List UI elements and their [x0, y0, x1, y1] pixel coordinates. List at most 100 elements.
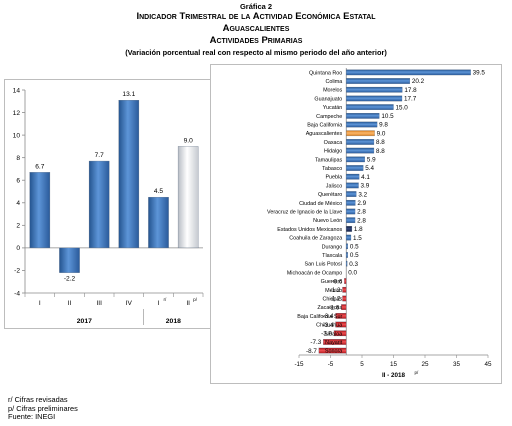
state-label: Durango — [322, 244, 343, 250]
bar-27 — [342, 295, 347, 302]
bar-2 — [59, 247, 80, 273]
x-tick-superscript: p/ — [193, 297, 198, 302]
x-tick-label: 25 — [421, 361, 429, 368]
data-label: 8.8 — [376, 148, 385, 155]
data-label: 20.2 — [412, 78, 425, 85]
state-label: Sinaloa — [324, 331, 342, 337]
x-tick-superscript: r/ — [164, 297, 168, 302]
y-tick-label: 10 — [13, 132, 21, 139]
data-label: 7.7 — [95, 152, 104, 159]
year-group-label: 2017 — [77, 318, 92, 325]
data-label: -3.4 — [323, 313, 334, 320]
state-label: Nayarit — [325, 340, 343, 346]
x-tick-label: 15 — [390, 361, 398, 368]
bar-3 — [346, 86, 403, 93]
state-label: Jalisco — [326, 183, 342, 189]
state-label: Tabasco — [322, 166, 342, 172]
data-label: -0.6 — [332, 278, 343, 285]
state-label: Michoacán de Ocampo — [287, 270, 342, 276]
bar-13 — [346, 173, 360, 180]
state-label: Querétaro — [318, 192, 342, 198]
data-label: 1.8 — [354, 226, 363, 233]
bar-10 — [346, 147, 375, 154]
state-label: Estados Unidos Mexicanos — [277, 227, 342, 233]
data-label: 8.8 — [376, 139, 385, 146]
footnote-preliminary: p/ Cifras preliminares — [8, 403, 78, 413]
state-label: Morelos — [323, 88, 342, 94]
y-tick-label: 0 — [16, 245, 20, 252]
data-label: 1.5 — [353, 235, 362, 242]
y-tick-label: -4 — [14, 290, 20, 297]
state-label: Sonora — [325, 349, 342, 355]
bar-11 — [346, 156, 365, 163]
state-label: Chihuahua — [316, 323, 342, 329]
chart-title: Indicador Trimestral de la Actividad Eco… — [136, 11, 376, 22]
data-label: 9.0 — [377, 130, 386, 137]
data-label: 0.5 — [350, 243, 359, 250]
bar-31 — [333, 330, 347, 337]
state-label: Ciudad de México — [299, 201, 342, 207]
bar-4 — [346, 95, 403, 102]
bar-25 — [344, 278, 347, 284]
data-label: 10.5 — [381, 113, 394, 120]
bar-28 — [341, 304, 347, 310]
bar-5 — [148, 196, 169, 249]
bar-9 — [346, 139, 375, 145]
x-tick-label: 5 — [360, 361, 364, 368]
bar-15 — [346, 191, 357, 197]
state-label: Veracruz de Ignacio de la Llave — [267, 210, 342, 216]
bar-12 — [346, 165, 364, 171]
x-tick-label: 45 — [484, 361, 492, 368]
bar-1 — [346, 69, 471, 76]
data-label: 39.5 — [473, 70, 486, 77]
data-label: 3.2 — [358, 191, 367, 198]
bar-16 — [346, 199, 356, 206]
state-label: Coahuila de Zaragoza — [289, 236, 342, 242]
state-label: San Luis Potosí — [304, 262, 342, 268]
y-tick-label: 14 — [13, 87, 21, 94]
state-label: Quintana Roo — [309, 70, 342, 76]
data-label: -7.3 — [310, 339, 321, 346]
bar-14 — [346, 182, 359, 189]
bar-8 — [346, 130, 375, 137]
state-label: Baja California — [307, 123, 342, 129]
data-label: 15.0 — [396, 104, 409, 111]
x-axis-label-superscript: p/ — [415, 370, 420, 375]
bar-6 — [346, 113, 380, 119]
x-tick-label: III — [96, 300, 102, 307]
quarterly-chart-panel: -4 -2 0 2 4 6 8 10 12 14 6.7 I -2.2 II 7.7 III 13.1 IV 4.5… — [4, 79, 211, 329]
data-label: 17.8 — [404, 87, 417, 94]
footnote-revised: r/ Cifras revisadas — [8, 395, 68, 404]
chart-sector: Actividades Primarias — [209, 35, 303, 46]
data-label: 6.7 — [35, 163, 44, 170]
bar-26 — [342, 286, 347, 293]
data-label: 0.3 — [349, 261, 358, 268]
bar-18 — [346, 217, 356, 224]
data-label: -2.2 — [64, 276, 76, 283]
data-label: 2.9 — [357, 200, 366, 207]
footnote-source: Fuente: INEGI — [8, 412, 56, 422]
state-label: Aguascalientes — [306, 131, 343, 137]
state-label: Colima — [325, 79, 342, 85]
y-tick-label: 4 — [16, 200, 20, 207]
x-tick-label: II — [68, 300, 72, 307]
data-label: -3.9 — [321, 330, 332, 337]
y-tick-label: 8 — [16, 155, 20, 162]
data-label: 17.7 — [404, 96, 417, 103]
state-label: Nuevo León — [313, 218, 342, 224]
x-tick-label: I — [158, 300, 160, 307]
data-label: 9.8 — [379, 122, 388, 129]
data-label: 2.8 — [357, 209, 366, 216]
state-label: Baja California Sur — [297, 314, 342, 320]
state-label: Guanajuato — [314, 96, 342, 102]
bar-5 — [346, 104, 394, 110]
state-label: Puebla — [325, 175, 342, 181]
bar-6 — [177, 146, 199, 249]
state-label: Hidalgo — [324, 149, 342, 155]
quarterly-bar-chart: -4-2024681012146.7I-2.2II7.7III13.1IV4.5… — [13, 87, 204, 325]
x-tick-label: 35 — [453, 361, 461, 368]
bar-2 — [346, 78, 411, 84]
bar-21 — [346, 243, 348, 250]
chart-subtitle: (Variación porcentual real con respecto … — [125, 48, 387, 57]
state-label: Guerrero — [321, 279, 343, 285]
